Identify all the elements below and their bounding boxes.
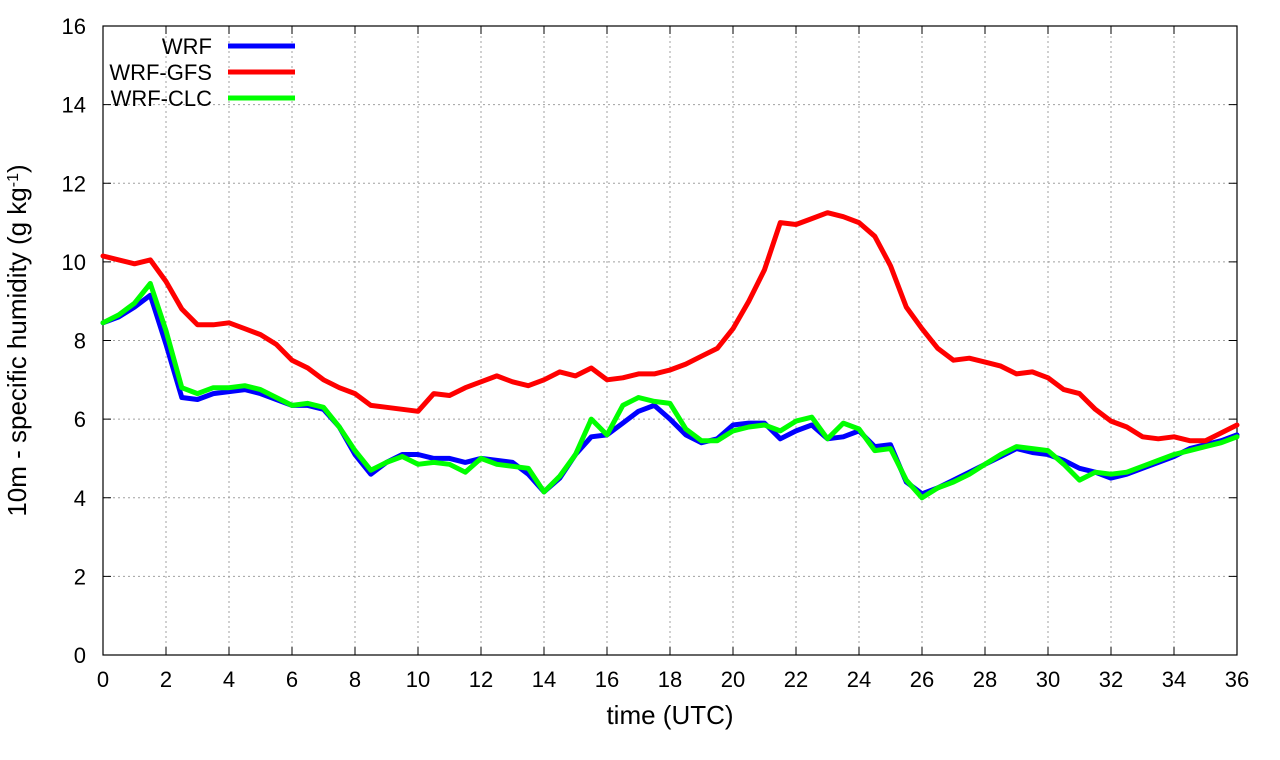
x-tick-label: 32 (1099, 667, 1123, 692)
y-axis-label-main: 10m - specific humidity (g kg (2, 187, 32, 516)
x-tick-label: 0 (97, 667, 109, 692)
x-tick-label: 6 (286, 667, 298, 692)
x-tick-label: 8 (349, 667, 361, 692)
y-tick-label: 4 (74, 486, 86, 511)
x-tick-label: 26 (910, 667, 934, 692)
data-series (100, 210, 1240, 501)
y-tick-label: 0 (74, 643, 86, 668)
x-tick-label: 2 (160, 667, 172, 692)
legend-label-wrf-clc: WRF-CLC (111, 86, 213, 111)
y-axis-label: 10m - specific humidity (g kg-1) (2, 164, 32, 516)
y-tick-label: 8 (74, 329, 86, 354)
x-axis-label: time (UTC) (606, 700, 733, 730)
x-tick-label: 4 (223, 667, 235, 692)
x-tick-label: 30 (1036, 667, 1060, 692)
x-tick-label: 22 (784, 667, 808, 692)
x-tick-label: 36 (1225, 667, 1249, 692)
x-tick-label: 18 (658, 667, 682, 692)
y-tick-label: 16 (62, 14, 86, 39)
axis-ticks: 0 2 4 6 8 10 12 14 16 18 20 22 24 26 28 30 32 34 360246810… (62, 14, 1250, 692)
y-tick-label: 14 (62, 93, 86, 118)
x-tick-label: 24 (847, 667, 871, 692)
y-axis-label-sup: -1 (5, 173, 22, 187)
x-tick-label: 20 (721, 667, 745, 692)
grid-lines (103, 26, 1237, 655)
legend-label-wrf: WRF (162, 34, 212, 59)
x-tick-label: 28 (973, 667, 997, 692)
y-tick-label: 2 (74, 564, 86, 589)
x-tick-label: 34 (1162, 667, 1186, 692)
x-tick-label: 16 (595, 667, 619, 692)
x-tick-label: 14 (532, 667, 556, 692)
x-tick-label: 12 (469, 667, 493, 692)
y-axis-label-end: ) (2, 164, 32, 173)
y-tick-label: 10 (62, 250, 86, 275)
legend-label-wrf-gfs: WRF-GFS (109, 60, 212, 85)
y-tick-label: 12 (62, 171, 86, 196)
x-tick-label: 10 (406, 667, 430, 692)
y-tick-label: 6 (74, 407, 86, 432)
series-line-wrf-gfs (100, 210, 1240, 444)
series-line-wrf-clc (100, 281, 1240, 501)
